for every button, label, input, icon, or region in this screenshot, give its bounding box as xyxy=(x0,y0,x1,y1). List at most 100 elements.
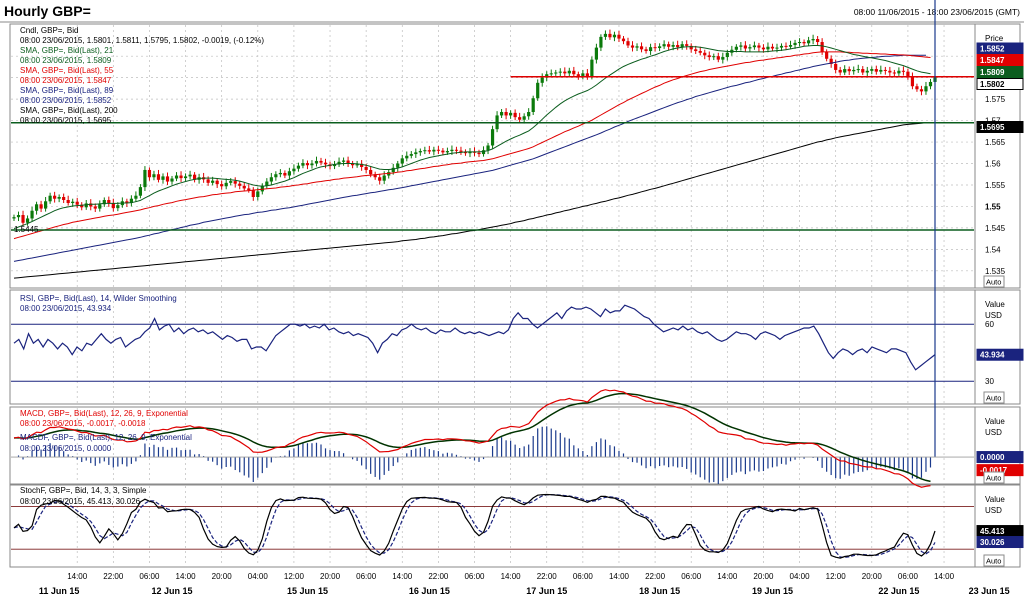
candle-body xyxy=(274,174,278,178)
candle-body xyxy=(910,76,915,87)
x-hour-label: 22:00 xyxy=(537,572,558,581)
candle-body xyxy=(463,151,468,154)
candle-body xyxy=(432,149,436,152)
candle-body xyxy=(743,45,747,49)
candle-body xyxy=(287,171,291,176)
x-hour-label: 20:00 xyxy=(320,572,341,581)
rsi-tick-label: 30 xyxy=(985,377,994,386)
legend-sma89-value: 08:00 23/06/2015, 1.5852 xyxy=(20,96,112,105)
legend-macd: MACD, GBP=, Bid(Last), 12, 26, 9, Expone… xyxy=(20,409,192,453)
candle-body xyxy=(174,175,179,179)
macd-tag-1-text: -0.0017 xyxy=(980,466,1008,475)
candle-body xyxy=(34,204,39,211)
candle-body xyxy=(481,150,486,155)
candle-body xyxy=(454,149,459,151)
x-hour-label: 06:00 xyxy=(356,572,377,581)
candle-body xyxy=(585,73,589,77)
x-day-label: 17 Jun 15 xyxy=(526,586,567,596)
rsi-tag-0-text: 43.934 xyxy=(980,351,1005,360)
x-hour-label: 06:00 xyxy=(681,572,702,581)
candle-body xyxy=(256,191,260,197)
candle-body xyxy=(919,89,924,92)
candle-body xyxy=(924,86,928,92)
candle-body xyxy=(319,160,323,163)
candle-body xyxy=(373,174,377,178)
candle-body xyxy=(129,198,133,204)
candle-body xyxy=(152,174,156,178)
candle-body xyxy=(757,45,761,48)
candle-body xyxy=(269,177,273,182)
x-axis: 14:00 22:00 06:00 14:00 20:00 04:00 12:00 20:00… xyxy=(39,572,1010,596)
candle-body xyxy=(147,169,152,178)
candle-body xyxy=(626,41,630,46)
candle-body xyxy=(888,70,892,73)
x-day-label: 23 Jun 15 xyxy=(969,586,1010,596)
axis-unit: USD xyxy=(985,428,1002,437)
candle-body xyxy=(599,36,603,48)
x-hour-label: 20:00 xyxy=(862,572,883,581)
candle-body xyxy=(639,46,644,50)
price-tag-3-text: 1.5802 xyxy=(980,80,1005,89)
price-tick-label: 1.575 xyxy=(985,95,1006,104)
candle-body xyxy=(80,204,84,208)
candle-body xyxy=(436,149,440,151)
legend-stoch-value: 08:00 23/06/2015, 45.413, 30.026 xyxy=(20,497,141,506)
candle-body xyxy=(540,77,544,83)
candle-body xyxy=(238,183,242,186)
candle-body xyxy=(779,45,784,48)
candle-body xyxy=(536,82,540,99)
legend-rsi-value: 08:00 23/06/2015, 43.934 xyxy=(20,304,112,313)
x-hour-label: 14:00 xyxy=(392,572,413,581)
candle-body xyxy=(260,185,264,192)
candle-body xyxy=(75,201,79,205)
candle-body xyxy=(775,47,779,49)
legend-macdf-name: MACDF, GBP=, Bid(Last), 12, 26, 9, Expon… xyxy=(20,433,192,442)
candle-body xyxy=(396,163,400,168)
candle-body xyxy=(423,150,427,152)
candle-body xyxy=(829,58,833,64)
macd-tag-0-text: 0.0000 xyxy=(980,453,1005,462)
candle-body xyxy=(788,45,793,47)
chart-title: Hourly GBP= xyxy=(4,3,91,19)
candle-body xyxy=(323,162,328,165)
candle-body xyxy=(305,163,310,166)
legend-sma200: SMA, GBP=, Bid(Last), 200 xyxy=(20,106,118,115)
candle-body xyxy=(206,179,210,183)
candle-body xyxy=(698,51,702,53)
candle-body xyxy=(71,201,75,204)
auto-button xyxy=(983,275,1005,288)
x-hour-label: 20:00 xyxy=(753,572,774,581)
candle-body xyxy=(554,72,558,74)
axis-header: Value xyxy=(985,417,1005,426)
candle-body xyxy=(16,215,21,218)
candle-body xyxy=(648,47,653,52)
rsi-tag-0 xyxy=(976,348,1024,361)
candle-body xyxy=(242,185,246,189)
candle-body xyxy=(25,218,30,223)
price-tick-label: 1.555 xyxy=(985,181,1006,190)
candle-body xyxy=(93,206,97,209)
candle-body xyxy=(644,49,648,52)
candle-body xyxy=(215,180,219,185)
legend-rsi: RSI, GBP=, Bid(Last), 14, Wilder Smoothi… xyxy=(20,294,177,313)
stoch-k-line xyxy=(13,493,936,559)
candle-body xyxy=(739,45,743,47)
candle-body xyxy=(314,160,319,164)
legend-sma89: SMA, GBP=, Bid(Last), 89 xyxy=(20,86,114,95)
sma55-line xyxy=(13,51,931,240)
candle-body xyxy=(879,69,883,72)
candle-body xyxy=(712,56,716,58)
price-tick-label: 1.55 xyxy=(985,202,1001,211)
x-hour-label: 06:00 xyxy=(139,572,160,581)
stoch-tag-1-text: 30.026 xyxy=(980,538,1005,547)
candle-body xyxy=(183,176,188,179)
candle-body xyxy=(107,200,111,204)
candle-body xyxy=(784,45,788,47)
x-hour-label: 14:00 xyxy=(176,572,197,581)
candle-body xyxy=(667,44,671,47)
x-hour-label: 14:00 xyxy=(501,572,522,581)
candle-body xyxy=(766,46,770,50)
candle-body xyxy=(856,69,860,71)
candle-body xyxy=(901,70,905,72)
x-hour-label: 12:00 xyxy=(826,572,847,581)
